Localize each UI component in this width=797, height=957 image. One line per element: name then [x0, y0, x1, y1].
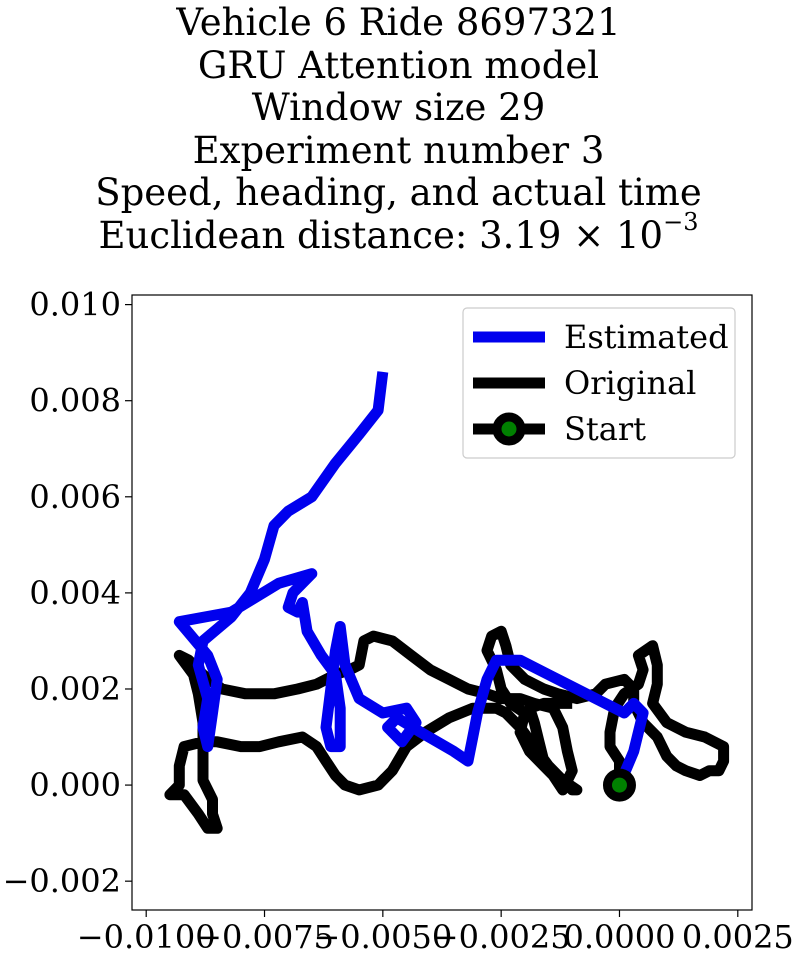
y-tick-label: 0.002	[29, 670, 121, 708]
legend-label-original: Original	[564, 364, 696, 402]
y-tick-label: −0.002	[3, 862, 121, 900]
legend-label-estimated: Estimated	[564, 318, 729, 356]
x-tick-label: 0.0000	[563, 918, 675, 956]
title-line-5: Speed, heading, and actual time	[95, 171, 702, 214]
y-tick-label: 0.000	[29, 766, 121, 804]
y-tick-label: 0.010	[29, 286, 121, 324]
y-tick-label: 0.008	[29, 382, 121, 420]
legend-box	[462, 307, 736, 459]
x-tick-label: 0.0025	[682, 918, 794, 956]
title-line-4: Experiment number 3	[192, 128, 605, 172]
axes-frame	[131, 294, 753, 911]
title-line-2: GRU Attention model	[197, 43, 600, 87]
x-tick-label: −0.0025	[432, 918, 571, 956]
series-line-estimated	[173, 371, 649, 788]
series-line-original	[164, 625, 730, 834]
x-tick-label: −0.0100	[77, 918, 216, 956]
legend-label-start: Start	[564, 410, 646, 448]
y-tick-label: 0.004	[29, 574, 121, 612]
title-line-6: Euclidean distance: 3.19 × 10−3	[0, 210, 797, 258]
start-marker	[602, 768, 636, 802]
legend-start-marker	[492, 412, 526, 446]
title-distance-text: Euclidean distance: 3.19 × 10	[98, 213, 664, 257]
y-tick-label: 0.006	[29, 478, 121, 516]
title-line-1: Vehicle 6 Ride 8697321	[176, 1, 621, 44]
legend: Estimated Original Start	[462, 307, 736, 459]
series-layer	[164, 371, 730, 834]
x-tick-label: −0.0075	[195, 918, 334, 956]
title-distance-exponent: −3	[663, 207, 699, 236]
chart-title: Vehicle 6 Ride 8697321 GRU Attention mod…	[0, 0, 797, 257]
x-tick-label: −0.0050	[313, 918, 452, 956]
title-line-3: Window size 29	[251, 86, 546, 129]
